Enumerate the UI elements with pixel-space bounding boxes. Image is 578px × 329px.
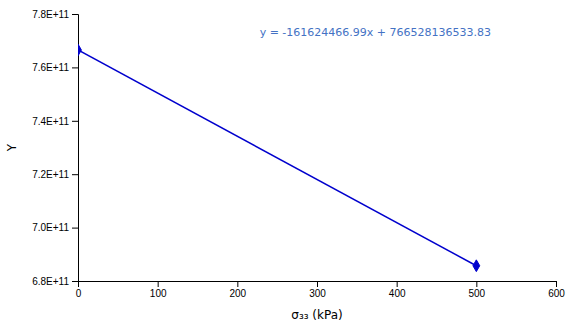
tick-mark — [237, 281, 238, 287]
tick: 400 — [389, 281, 406, 299]
tick-mark — [72, 174, 78, 175]
tick-label: 6.8E+11 — [32, 276, 69, 287]
tick-label: 100 — [150, 288, 167, 299]
tick-mark — [397, 281, 398, 287]
annotation: y = -161624466.99x + 766528136533.83 — [260, 26, 491, 39]
chart: 0 100 200 300 400 500 600 6.8E+11 7.0E+11 7.2E+11… — [0, 0, 578, 329]
tick-mark — [72, 67, 78, 68]
tick: 200 — [229, 281, 246, 299]
tick-label: 7.0E+11 — [32, 222, 69, 233]
x-axis: 0 100 200 300 400 500 600 — [76, 281, 566, 299]
line — [78, 50, 476, 266]
tick-label: 200 — [229, 288, 246, 299]
tick: 100 — [150, 281, 167, 299]
tick: 7.2E+11 — [32, 169, 78, 180]
axis-line — [79, 282, 557, 288]
tick: 0 — [76, 281, 82, 299]
marks — [78, 44, 480, 272]
tick-label: 0 — [76, 288, 82, 299]
tick-mark — [72, 228, 78, 229]
tick: 7.8E+11 — [32, 9, 78, 20]
tick: 6.8E+11 — [32, 276, 78, 287]
axis-line — [72, 15, 79, 282]
tick-mark — [158, 281, 159, 287]
tick-label: 600 — [548, 288, 565, 299]
tick: 7.4E+11 — [32, 116, 78, 127]
marker — [473, 260, 480, 272]
tick-label: 300 — [309, 288, 326, 299]
tick-label: 400 — [389, 288, 406, 299]
y-axis-title: Y — [5, 143, 19, 152]
tick-label: 7.8E+11 — [32, 9, 69, 20]
tick-label: 500 — [468, 288, 485, 299]
y-axis: 6.8E+11 7.0E+11 7.2E+11 7.4E+11 7.6E+11 7.8E+… — [32, 9, 78, 287]
plot-area: 0 100 200 300 400 500 600 6.8E+11 7.0E+11 7.2E+11… — [32, 9, 565, 299]
tick: 7.0E+11 — [32, 222, 78, 233]
tick-mark — [72, 121, 78, 122]
tick-mark — [317, 281, 318, 287]
tick-mark — [72, 281, 78, 282]
tick: 600 — [548, 281, 565, 299]
x-axis-title: σ₃₃ (kPa) — [291, 308, 342, 322]
tick: 500 — [468, 281, 485, 299]
tick-label: 7.4E+11 — [32, 116, 69, 127]
tick-label: 7.2E+11 — [32, 169, 69, 180]
tick: 7.6E+11 — [32, 62, 78, 73]
tick-mark — [476, 281, 477, 287]
marker — [78, 44, 81, 56]
tick-mark — [556, 281, 557, 287]
tick: 300 — [309, 281, 326, 299]
tick-label: 7.6E+11 — [32, 62, 69, 73]
tick-mark — [72, 14, 78, 15]
